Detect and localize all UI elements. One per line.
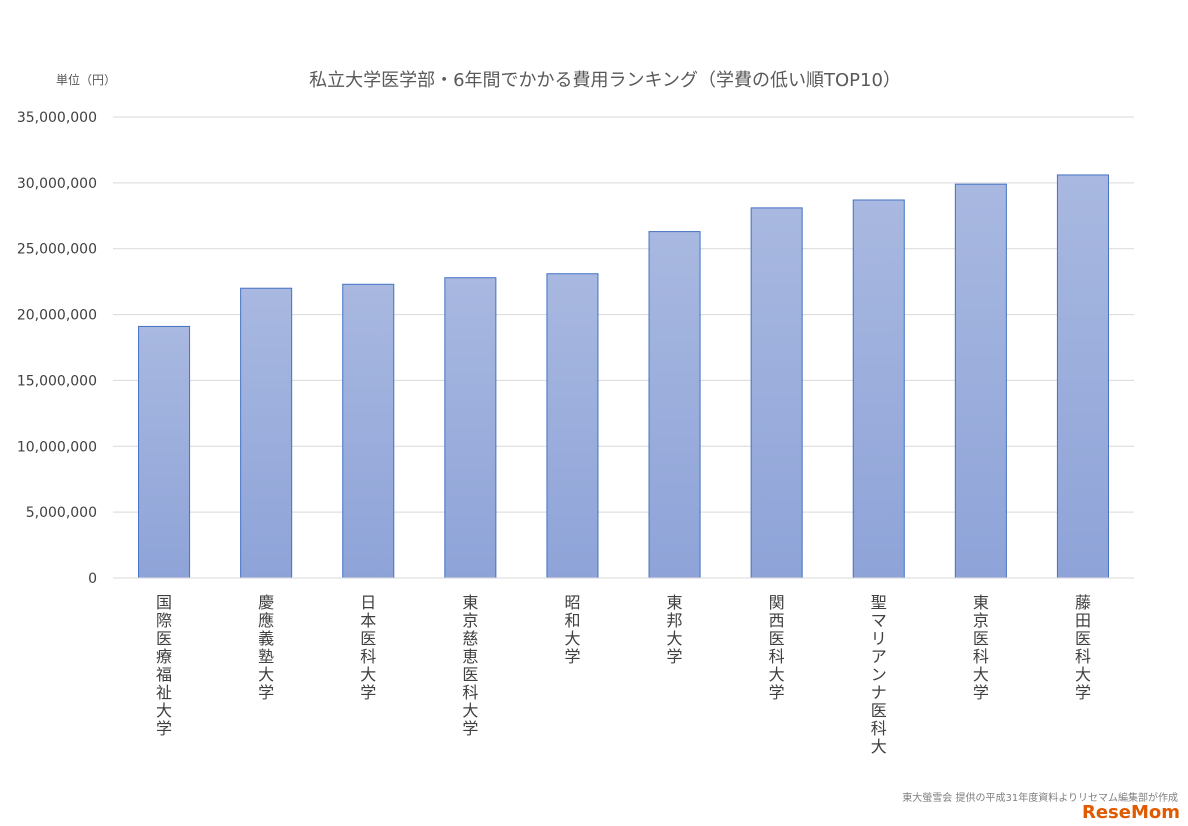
category-label-char: マ <box>871 611 887 630</box>
bar <box>750 207 803 579</box>
bar <box>546 273 599 579</box>
bar <box>444 277 497 579</box>
category-label-char: リ <box>871 629 887 648</box>
y-tick-label: 30,000,000 <box>17 176 97 192</box>
category-label-char: 学 <box>1075 683 1091 702</box>
bar <box>1056 174 1109 579</box>
y-tick-label: 15,000,000 <box>17 373 97 389</box>
category-label-char: 福 <box>156 665 172 684</box>
category-label-char: 東 <box>667 593 683 612</box>
bars <box>138 174 1109 579</box>
bar <box>648 231 701 579</box>
y-tick-label: 10,000,000 <box>17 439 97 455</box>
category-label-char: 学 <box>667 647 683 666</box>
category-label-char: 應 <box>258 611 274 630</box>
category-label-char: ン <box>871 665 887 684</box>
category-label-char: 学 <box>769 683 785 702</box>
bar <box>342 283 395 579</box>
category-label-char: 科 <box>769 647 785 666</box>
category-label-char: 慶 <box>258 593 274 612</box>
category-label-char: 大 <box>564 629 580 648</box>
category-label-char: 医 <box>1075 629 1091 648</box>
y-tick-label: 35,000,000 <box>17 110 97 126</box>
bar <box>138 325 191 579</box>
category-label-char: 大 <box>258 665 274 684</box>
category-label-char: ナ <box>871 683 887 702</box>
category-label-char: 和 <box>564 611 580 630</box>
category-label-char: 義 <box>258 629 274 648</box>
resemom-logo: ReseMom <box>1082 802 1180 823</box>
y-tick-label: 0 <box>88 571 97 587</box>
category-label-char: 京 <box>462 611 478 630</box>
category-label-char: 療 <box>156 647 172 666</box>
y-axis-ticks: 0 5,000,000 10,000,000 15,000,000 20,000,000… <box>17 110 97 587</box>
category-label-char: 医 <box>462 665 478 684</box>
category-label-char: 学 <box>258 683 274 702</box>
unit-label: 単位（円） <box>56 72 116 87</box>
category-label-char: 藤 <box>1075 593 1091 612</box>
category-label-char: 昭 <box>564 593 580 612</box>
category-label-char: 医 <box>156 629 172 648</box>
category-label-char: ア <box>871 647 887 666</box>
source-note: 東大螢雪会 提供の平成31年度資料よりリセマム編集部が作成 <box>902 791 1178 804</box>
category-label-char: 医 <box>769 629 785 648</box>
category-label-char: 聖 <box>871 593 887 612</box>
y-tick-label: 20,000,000 <box>17 308 97 324</box>
category-label-char: 大 <box>156 701 172 720</box>
category-label-char: 田 <box>1075 611 1091 630</box>
y-tick-label: 5,000,000 <box>26 505 97 521</box>
category-label-char: 大 <box>360 665 376 684</box>
category-label-char: 医 <box>973 629 989 648</box>
category-label-char: 大 <box>462 701 478 720</box>
category-labels: 国際医療福祉大学慶應義塾大学日本医科大学東京慈恵医科大学昭和大学東邦大学関西医科… <box>156 593 1091 756</box>
category-label-char: 祉 <box>156 683 172 702</box>
bar <box>240 287 293 579</box>
category-label-char: 学 <box>973 683 989 702</box>
category-label-char: 学 <box>360 683 376 702</box>
category-label-char: 恵 <box>462 647 478 666</box>
category-label-char: 科 <box>973 647 989 666</box>
category-label-char: 日 <box>360 593 376 612</box>
category-label-char: 科 <box>871 719 887 738</box>
category-label-char: 東 <box>973 593 989 612</box>
category-label-char: 大 <box>973 665 989 684</box>
bar <box>852 199 905 579</box>
category-label-char: 大 <box>769 665 785 684</box>
category-label-char: 国 <box>156 593 172 612</box>
category-label-char: 塾 <box>258 647 274 666</box>
bar <box>954 183 1007 579</box>
category-label-char: 際 <box>156 611 172 630</box>
category-label-char: 邦 <box>667 611 683 630</box>
category-label-char: 医 <box>360 629 376 648</box>
category-label-char: 東 <box>462 593 478 612</box>
category-label-char: 西 <box>769 611 785 630</box>
category-label-char: 関 <box>769 593 785 612</box>
category-label-char: 学 <box>156 719 172 738</box>
category-label-char: 医 <box>871 701 887 720</box>
category-label-char: 京 <box>973 611 989 630</box>
category-label-char: 大 <box>667 629 683 648</box>
category-label-char: 学 <box>462 719 478 738</box>
category-label-char: 本 <box>360 611 376 630</box>
category-label-char: 慈 <box>462 629 478 648</box>
category-label-char: 大 <box>871 737 887 756</box>
category-label-char: 大 <box>1075 665 1091 684</box>
category-label-char: 科 <box>1075 647 1091 666</box>
category-label-char: 科 <box>360 647 376 666</box>
y-tick-label: 25,000,000 <box>17 242 97 258</box>
chart-title: 私立大学医学部・6年間でかかる費用ランキング（学費の低い順TOP10） <box>309 70 901 91</box>
category-label-char: 学 <box>564 647 580 666</box>
category-label-char: 科 <box>462 683 478 702</box>
